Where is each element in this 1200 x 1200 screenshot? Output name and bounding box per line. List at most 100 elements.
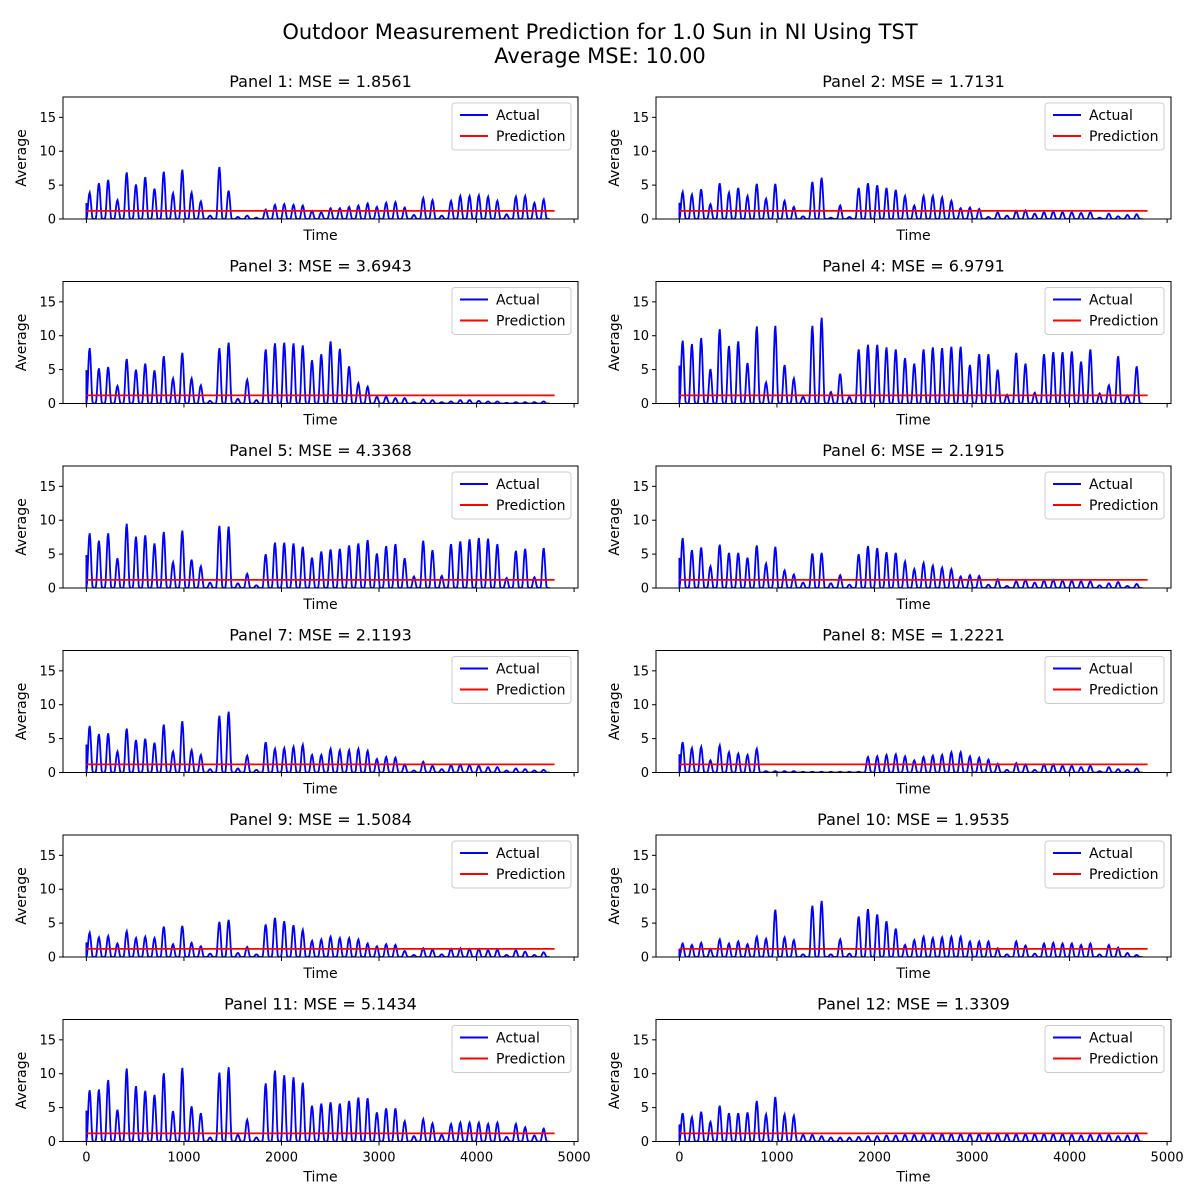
x-tick-label: 3000 bbox=[362, 1151, 395, 1166]
y-tick-label: 10 bbox=[39, 698, 56, 713]
y-tick-label: 0 bbox=[48, 951, 56, 966]
y-axis-label: Average bbox=[607, 498, 623, 556]
y-tick-label: 0 bbox=[48, 1135, 56, 1150]
y-axis-label: Average bbox=[607, 1052, 623, 1110]
y-tick-label: 10 bbox=[632, 145, 649, 160]
panel-3: Panel 3: MSE = 3.6943 0 5 10 15 Time Average Ac… bbox=[14, 257, 579, 429]
y-axis-label: Average bbox=[14, 129, 30, 187]
x-axis-label: Time bbox=[895, 228, 930, 244]
y-tick-label: 15 bbox=[39, 849, 56, 864]
x-axis-label: Time bbox=[302, 228, 337, 244]
y-axis-label: Average bbox=[607, 867, 623, 925]
y-tick-label: 15 bbox=[632, 1033, 649, 1048]
y-tick-label: 5 bbox=[48, 548, 56, 563]
actual-series-line bbox=[678, 741, 1143, 773]
panel-4: Panel 4: MSE = 6.9791 0 5 10 15 Time Average Ac… bbox=[607, 257, 1172, 429]
actual-series-line bbox=[678, 317, 1143, 404]
panel-title: Panel 11: MSE = 5.1434 bbox=[224, 995, 417, 1014]
plot-frame bbox=[655, 650, 1172, 773]
legend-actual-label: Actual bbox=[1089, 477, 1133, 493]
actual-series-line bbox=[85, 523, 550, 588]
y-tick-label: 15 bbox=[39, 480, 56, 495]
y-tick-label: 0 bbox=[641, 1135, 649, 1150]
y-tick-label: 15 bbox=[632, 295, 649, 310]
panel-title: Panel 7: MSE = 2.1193 bbox=[229, 626, 412, 645]
y-tick-label: 0 bbox=[641, 951, 649, 966]
y-tick-label: 10 bbox=[632, 514, 649, 529]
y-tick-label: 0 bbox=[641, 766, 649, 781]
actual-series-line bbox=[85, 1067, 550, 1142]
x-axis-label: Time bbox=[895, 966, 930, 982]
y-tick-label: 5 bbox=[641, 363, 649, 378]
y-tick-label: 5 bbox=[641, 1101, 649, 1116]
y-tick-label: 0 bbox=[48, 213, 56, 228]
y-tick-label: 0 bbox=[48, 766, 56, 781]
y-tick-label: 0 bbox=[641, 213, 649, 228]
y-tick-label: 5 bbox=[48, 179, 56, 194]
x-tick-label: 0 bbox=[675, 1151, 683, 1166]
y-tick-label: 10 bbox=[39, 329, 56, 344]
plot-frame bbox=[62, 1019, 579, 1142]
legend-prediction-label: Prediction bbox=[1089, 129, 1159, 145]
panel-11: Panel 11: MSE = 5.1434 0 5 10 15 0 1000 2000 300… bbox=[14, 995, 591, 1186]
legend-actual-label: Actual bbox=[1089, 846, 1133, 862]
x-tick-label: 2000 bbox=[265, 1151, 298, 1166]
y-axis-label: Average bbox=[607, 683, 623, 741]
y-tick-label: 5 bbox=[641, 179, 649, 194]
y-tick-label: 10 bbox=[632, 698, 649, 713]
panel-10: Panel 10: MSE = 1.9535 0 5 10 15 Time Average A… bbox=[607, 810, 1172, 982]
x-axis-label: Time bbox=[895, 1170, 930, 1186]
x-tick-label: 5000 bbox=[558, 1151, 591, 1166]
plot-frame bbox=[655, 281, 1172, 404]
legend-prediction-label: Prediction bbox=[496, 314, 566, 330]
y-tick-label: 15 bbox=[39, 664, 56, 679]
plot-frame bbox=[62, 281, 579, 404]
y-tick-label: 10 bbox=[632, 329, 649, 344]
y-axis-label: Average bbox=[14, 498, 30, 556]
y-axis-label: Average bbox=[14, 1052, 30, 1110]
y-tick-label: 10 bbox=[632, 883, 649, 898]
y-axis-label: Average bbox=[14, 867, 30, 925]
legend-prediction-label: Prediction bbox=[1089, 683, 1159, 699]
y-axis-label: Average bbox=[607, 129, 623, 187]
legend-actual-label: Actual bbox=[1089, 1031, 1133, 1047]
plot-frame bbox=[62, 465, 579, 589]
legend-actual-label: Actual bbox=[496, 1031, 540, 1047]
plot-frame bbox=[62, 834, 579, 958]
y-tick-label: 15 bbox=[632, 111, 649, 126]
panel-title: Panel 2: MSE = 1.7131 bbox=[822, 72, 1005, 91]
x-tick-label: 4000 bbox=[460, 1151, 493, 1166]
panel-5: Panel 5: MSE = 4.3368 0 5 10 15 Time Average Ac… bbox=[14, 441, 579, 613]
legend-actual-label: Actual bbox=[496, 108, 540, 124]
panel-title: Panel 5: MSE = 4.3368 bbox=[229, 441, 412, 460]
y-tick-label: 15 bbox=[632, 664, 649, 679]
legend-prediction-label: Prediction bbox=[1089, 498, 1159, 514]
y-tick-label: 10 bbox=[39, 514, 56, 529]
y-axis-label: Average bbox=[14, 683, 30, 741]
panel-title: Panel 3: MSE = 3.6943 bbox=[229, 257, 412, 276]
legend-actual-label: Actual bbox=[496, 477, 540, 493]
panel-title: Panel 1: MSE = 1.8561 bbox=[229, 72, 412, 91]
legend-actual-label: Actual bbox=[1089, 662, 1133, 678]
y-tick-label: 15 bbox=[632, 849, 649, 864]
legend-prediction-label: Prediction bbox=[496, 129, 566, 145]
legend-prediction-label: Prediction bbox=[496, 867, 566, 883]
x-axis-label: Time bbox=[302, 1170, 337, 1186]
y-tick-label: 0 bbox=[641, 582, 649, 597]
x-tick-label: 5000 bbox=[1151, 1151, 1184, 1166]
x-axis-label: Time bbox=[302, 413, 337, 429]
y-tick-label: 0 bbox=[641, 397, 649, 412]
y-tick-label: 10 bbox=[39, 1067, 56, 1082]
y-tick-label: 0 bbox=[48, 397, 56, 412]
actual-series-line bbox=[85, 341, 550, 404]
y-tick-label: 5 bbox=[641, 732, 649, 747]
legend-prediction-label: Prediction bbox=[1089, 314, 1159, 330]
plot-frame bbox=[62, 650, 579, 773]
actual-series-line bbox=[678, 177, 1143, 219]
plot-frame bbox=[655, 465, 1172, 589]
panel-title: Panel 9: MSE = 1.5084 bbox=[229, 810, 412, 829]
panel-9: Panel 9: MSE = 1.5084 0 5 10 15 Time Average Ac… bbox=[14, 810, 579, 982]
x-tick-label: 0 bbox=[82, 1151, 90, 1166]
y-tick-label: 5 bbox=[48, 1101, 56, 1116]
